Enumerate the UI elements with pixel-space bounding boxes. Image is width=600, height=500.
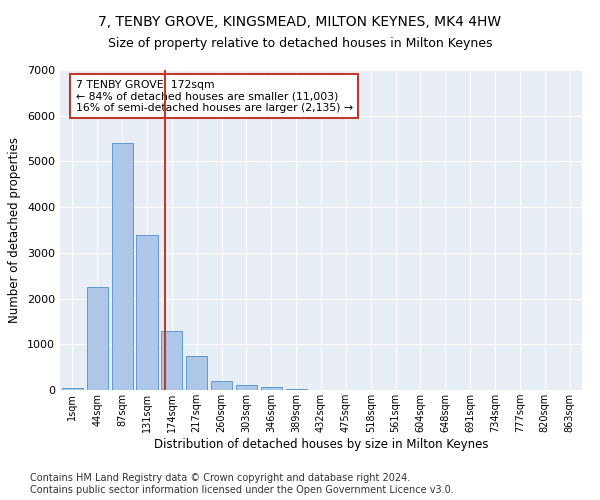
Bar: [236, 386, 257, 390]
Bar: [136, 234, 158, 390]
Bar: [186, 356, 207, 390]
Text: 7, TENBY GROVE, KINGSMEAD, MILTON KEYNES, MK4 4HW: 7, TENBY GROVE, KINGSMEAD, MILTON KEYNES…: [98, 15, 502, 29]
X-axis label: Distribution of detached houses by size in Milton Keynes: Distribution of detached houses by size …: [154, 438, 488, 451]
Bar: [62, 388, 83, 390]
Bar: [211, 381, 232, 390]
Bar: [161, 330, 182, 390]
Bar: [286, 389, 307, 390]
Bar: [261, 388, 282, 390]
Text: 7 TENBY GROVE: 172sqm
← 84% of detached houses are smaller (11,003)
16% of semi-: 7 TENBY GROVE: 172sqm ← 84% of detached …: [76, 80, 353, 113]
Y-axis label: Number of detached properties: Number of detached properties: [8, 137, 22, 323]
Bar: [87, 287, 108, 390]
Text: Contains HM Land Registry data © Crown copyright and database right 2024.
Contai: Contains HM Land Registry data © Crown c…: [30, 474, 454, 495]
Bar: [112, 143, 133, 390]
Text: Size of property relative to detached houses in Milton Keynes: Size of property relative to detached ho…: [108, 38, 492, 51]
